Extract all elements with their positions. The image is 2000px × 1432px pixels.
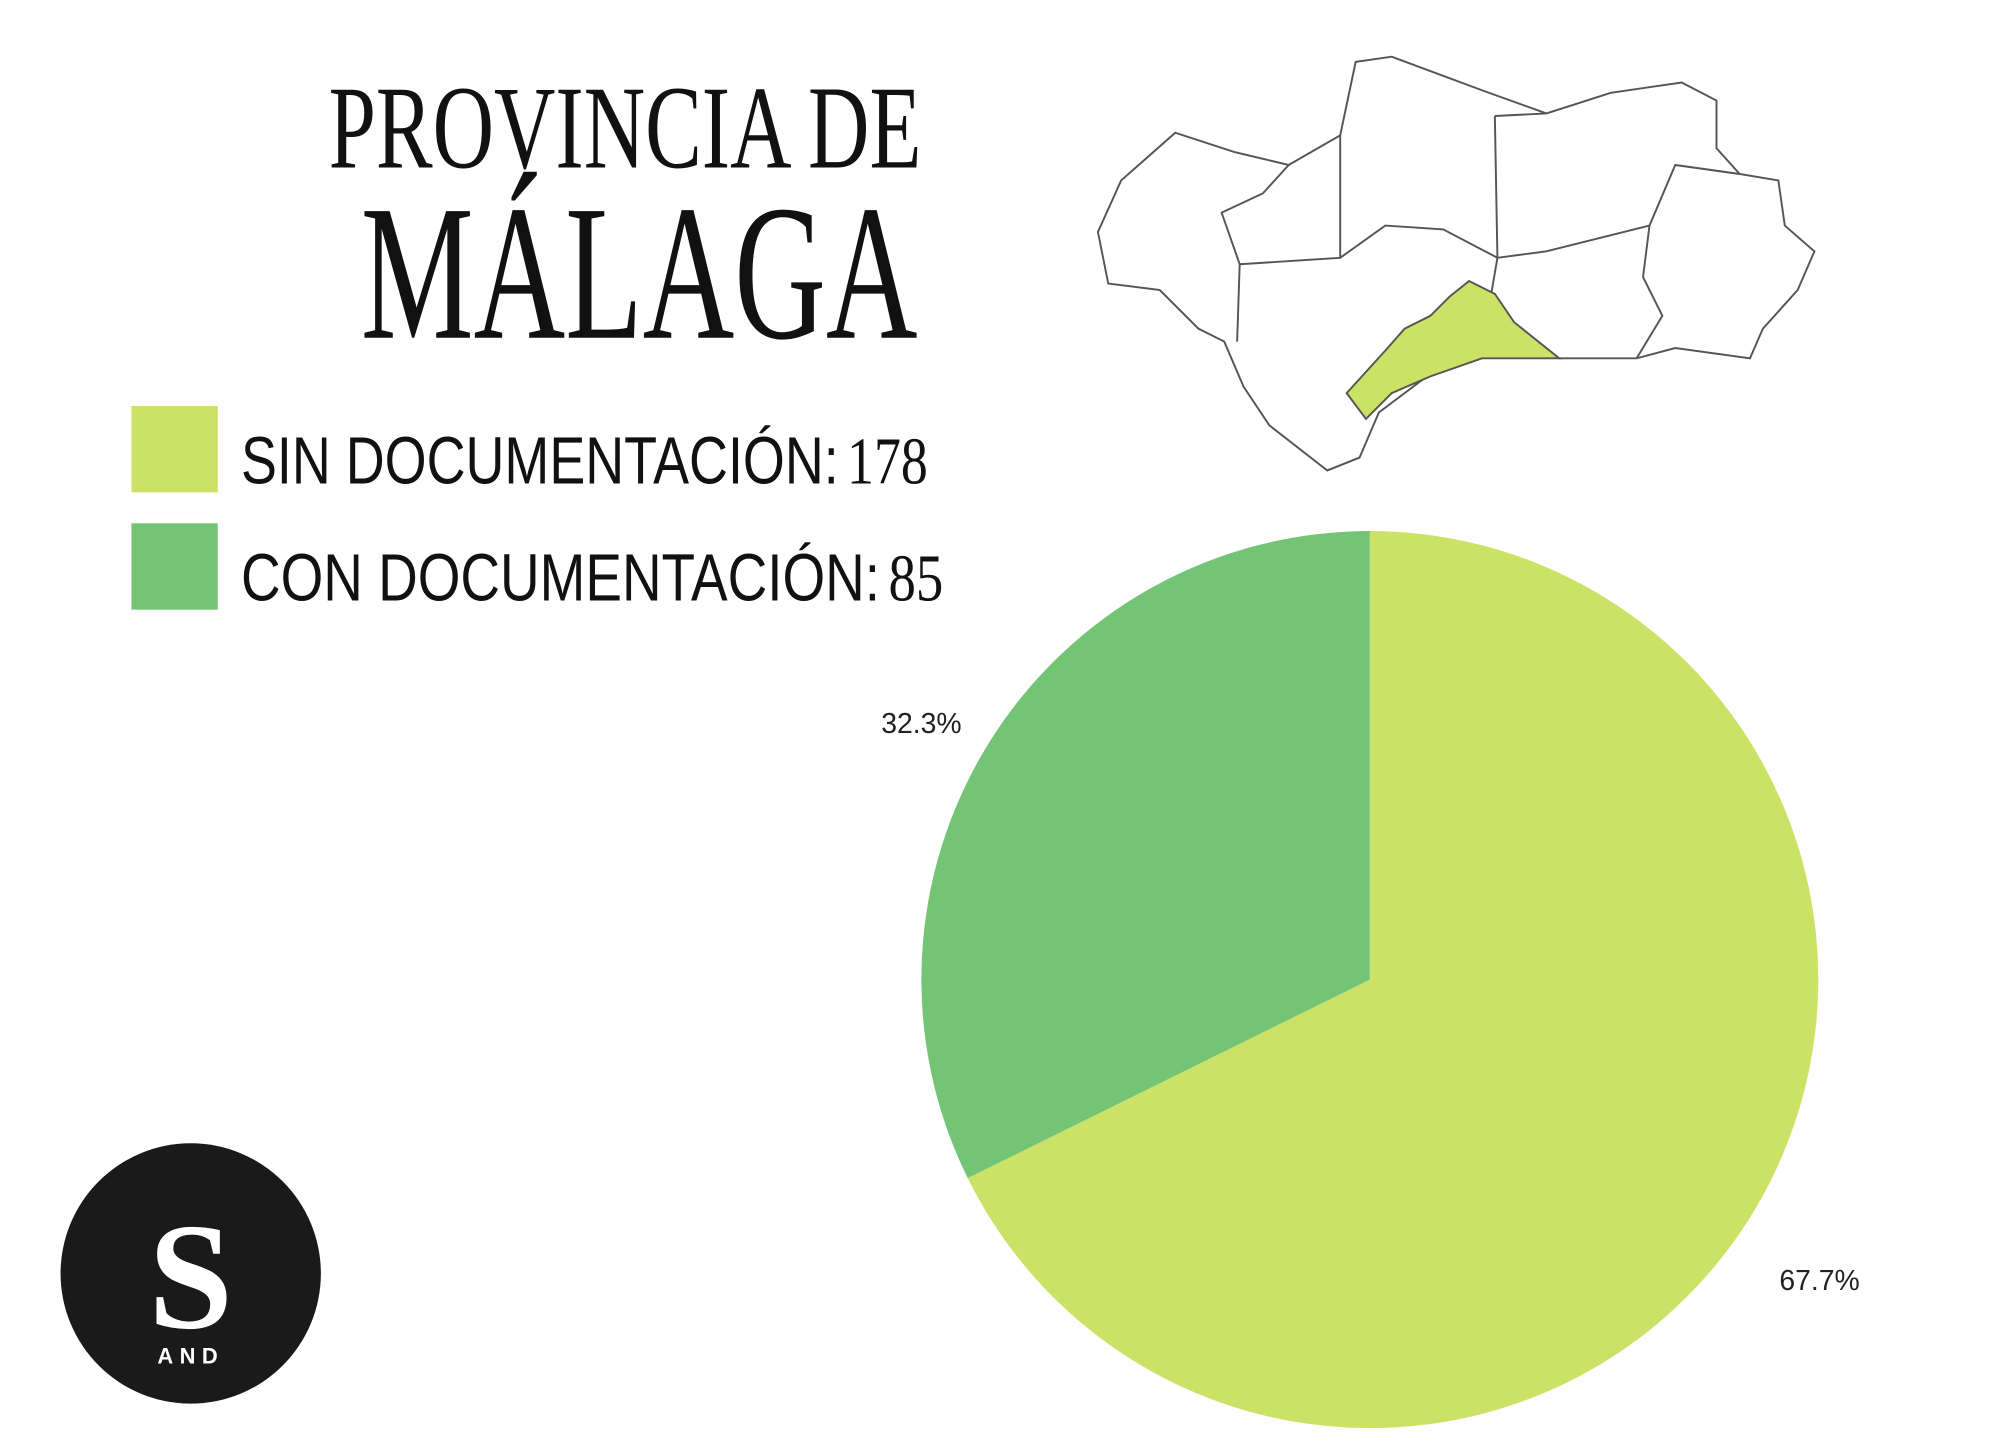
legend-label: SIN DOCUMENTACIÓN:	[241, 423, 839, 498]
pie-slice	[921, 531, 1370, 1179]
legend-entry: SIN DOCUMENTACIÓN:178	[241, 423, 928, 498]
slice-label: 32.3%	[881, 708, 961, 740]
legend-entry: CON DOCUMENTACIÓN:85	[241, 541, 943, 616]
slice-label: 67.7%	[1779, 1265, 1859, 1297]
region-map	[1096, 55, 1816, 472]
legend-label: CON DOCUMENTACIÓN:	[241, 541, 880, 616]
logo-text: AND	[157, 1344, 224, 1369]
legend-swatch	[131, 406, 218, 493]
map-borders	[1220, 112, 1740, 359]
chart-title: PROVINCIA DE	[329, 62, 922, 194]
legend-swatch	[131, 523, 218, 610]
logo-badge	[60, 1143, 321, 1404]
pie-slice	[967, 531, 1819, 1429]
legend-count: 178	[847, 424, 928, 498]
map-outline	[1096, 55, 1816, 472]
legend-count: 85	[888, 542, 943, 616]
logo-letter: S	[148, 1192, 233, 1361]
malaga-province	[1345, 279, 1563, 421]
chart-subtitle: MÁLAGA	[361, 166, 918, 380]
